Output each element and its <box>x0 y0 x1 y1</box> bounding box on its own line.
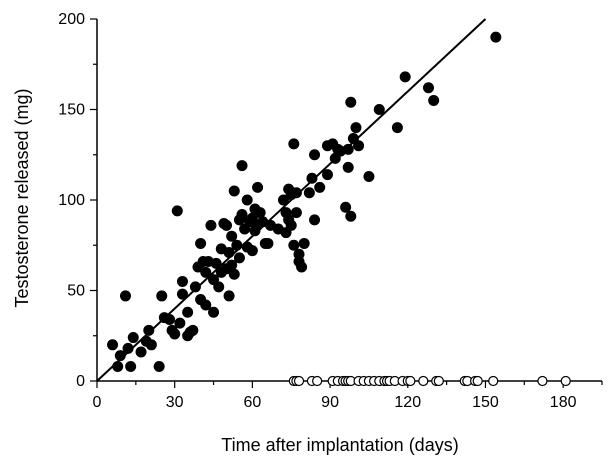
data-points <box>107 31 571 387</box>
axes: 0 30 60 90 120 150 180 0 50 100 150 200 <box>58 11 603 411</box>
y-tick-label: 50 <box>67 283 85 300</box>
filled-data-point <box>428 94 440 106</box>
open-data-point <box>312 375 323 387</box>
filled-data-point <box>176 275 188 287</box>
y-tick-label: 150 <box>58 102 85 119</box>
filled-data-point <box>422 82 434 94</box>
y-tick-label: 100 <box>58 192 85 209</box>
filled-data-point <box>171 205 183 217</box>
open-data-point <box>405 375 416 387</box>
filled-data-point <box>119 290 131 302</box>
filled-data-point <box>391 122 403 134</box>
filled-data-point <box>290 187 302 199</box>
filled-data-point <box>189 281 201 293</box>
filled-data-point <box>169 328 181 340</box>
filled-data-point <box>223 246 235 258</box>
filled-data-point <box>164 313 176 325</box>
x-tick-label: 90 <box>321 394 339 411</box>
filled-data-point <box>143 324 155 336</box>
filled-data-point <box>306 172 318 184</box>
filled-data-point <box>246 245 258 257</box>
filled-data-point <box>236 160 248 172</box>
filled-data-point <box>236 208 248 220</box>
filled-data-point <box>288 138 300 150</box>
filled-data-point <box>233 252 245 264</box>
filled-data-point <box>112 361 124 373</box>
filled-data-point <box>345 96 357 108</box>
x-tick-label: 150 <box>472 394 499 411</box>
filled-data-point <box>220 219 232 231</box>
filled-data-point <box>290 207 302 219</box>
filled-data-point <box>285 219 297 231</box>
filled-data-point <box>125 361 137 373</box>
filled-data-point <box>309 214 321 226</box>
filled-data-point <box>345 210 357 222</box>
filled-data-point <box>342 161 354 173</box>
filled-data-point <box>228 185 240 197</box>
filled-data-point <box>223 290 235 302</box>
x-tick-label: 0 <box>93 394 102 411</box>
open-data-point <box>293 375 305 387</box>
filled-data-point <box>252 181 264 193</box>
filled-data-point <box>114 350 126 362</box>
open-data-point <box>488 375 499 387</box>
x-tick-label: 30 <box>166 394 184 411</box>
filled-data-point <box>231 239 243 251</box>
filled-data-point <box>135 346 147 358</box>
filled-data-point <box>187 324 199 336</box>
x-tick-label: 180 <box>550 394 577 411</box>
filled-data-point <box>156 290 168 302</box>
y-tick-label: 0 <box>76 373 85 390</box>
open-data-point <box>560 375 571 387</box>
filled-data-point <box>303 187 315 199</box>
filled-data-point <box>195 237 207 249</box>
filled-data-point <box>399 71 411 83</box>
filled-data-point <box>254 207 266 219</box>
filled-data-point <box>342 143 354 155</box>
open-data-point <box>537 375 548 387</box>
y-tick-label: 200 <box>58 11 85 28</box>
filled-data-point <box>373 104 385 115</box>
filled-data-point <box>213 281 225 293</box>
filled-data-point <box>298 237 310 249</box>
open-data-point <box>418 375 429 387</box>
filled-data-point <box>127 332 139 344</box>
filled-data-point <box>288 239 300 251</box>
filled-data-point <box>226 259 238 271</box>
filled-data-point <box>228 268 240 280</box>
filled-data-point <box>153 361 165 373</box>
filled-data-point <box>363 170 375 182</box>
filled-data-point <box>309 149 321 161</box>
x-tick-label: 60 <box>243 394 261 411</box>
filled-data-point <box>340 201 352 213</box>
filled-data-point <box>296 261 308 273</box>
y-axis-title: Testosterone released (mg) <box>12 88 32 307</box>
filled-data-point <box>200 299 212 311</box>
filled-data-point <box>145 339 157 351</box>
filled-data-point <box>176 288 188 300</box>
open-data-point <box>433 375 444 387</box>
filled-data-point <box>321 169 333 181</box>
filled-data-point <box>350 122 362 134</box>
filled-data-point <box>241 194 253 206</box>
filled-data-point <box>490 31 502 43</box>
open-data-point <box>472 375 483 387</box>
filled-data-point <box>107 339 119 351</box>
filled-data-point <box>122 342 134 354</box>
filled-data-point <box>353 140 365 152</box>
filled-data-point <box>182 306 194 318</box>
filled-data-point <box>277 194 289 206</box>
x-tick-label: 120 <box>394 394 421 411</box>
x-axis-title: Time after implantation (days) <box>221 435 458 455</box>
filled-data-point <box>262 237 274 249</box>
filled-data-point <box>205 219 217 231</box>
filled-data-point <box>314 181 326 193</box>
filled-data-point <box>174 317 186 329</box>
filled-data-point <box>226 230 238 242</box>
filled-data-point <box>208 306 220 318</box>
filled-data-point <box>200 266 212 278</box>
filled-data-point <box>210 257 222 269</box>
